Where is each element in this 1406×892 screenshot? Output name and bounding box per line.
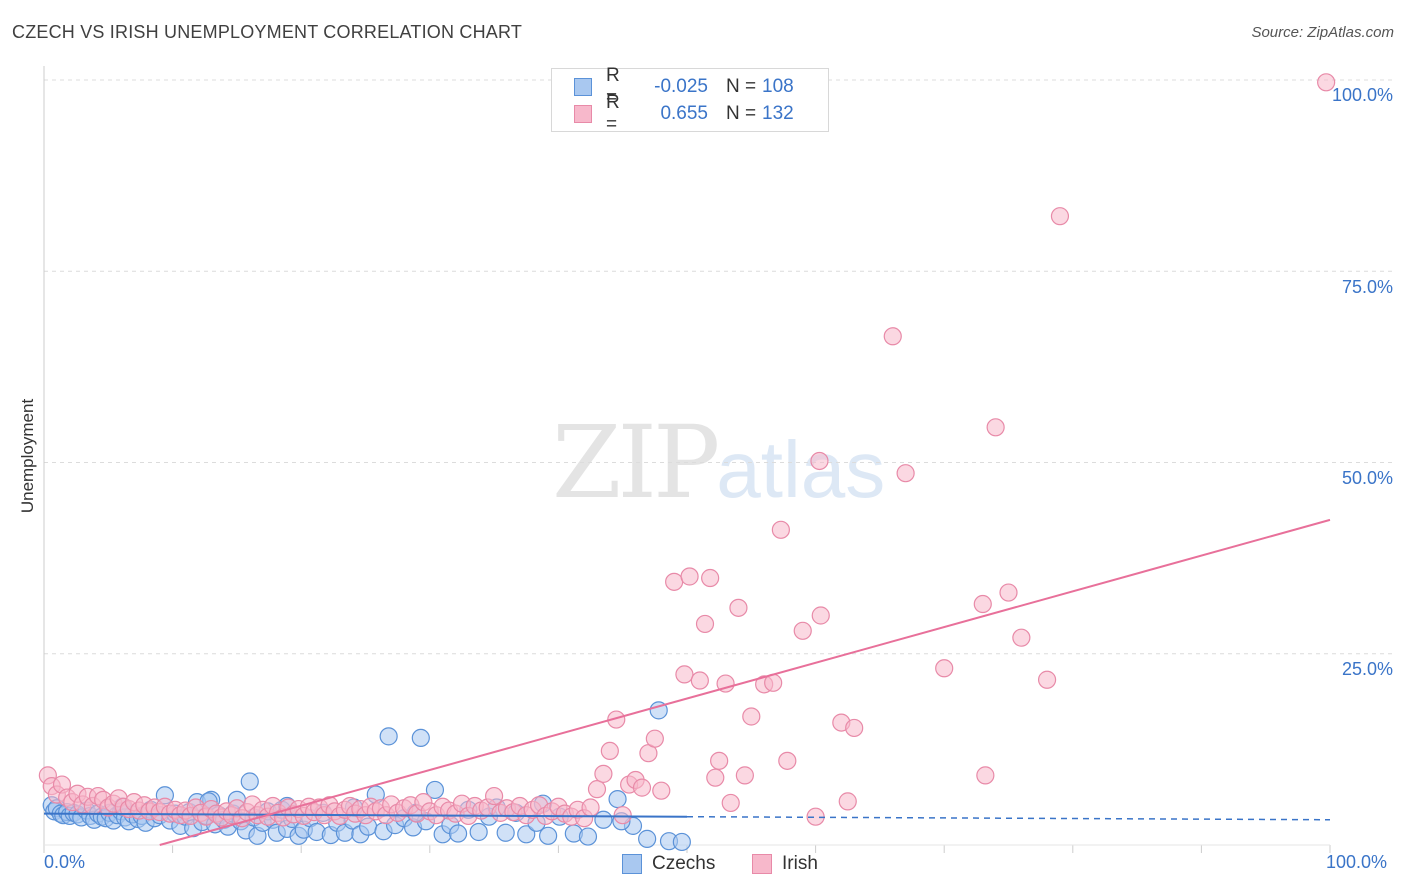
- irish-point: [976, 766, 995, 785]
- czechs-trend-extension: [686, 815, 1331, 821]
- legend-item-czechs[interactable]: Czechs: [622, 852, 715, 876]
- y-tick-label-75: 75.0%: [1341, 277, 1393, 297]
- r-label: R =: [606, 65, 620, 108]
- irish-points: [38, 73, 1336, 828]
- irish-point: [810, 451, 829, 471]
- x-tick-label-max: 100.0%: [1326, 852, 1388, 872]
- grid-lines: [43, 66, 1395, 853]
- irish-trend-line: [159, 518, 1331, 846]
- irish-point: [675, 665, 694, 684]
- irish-point: [600, 741, 619, 761]
- n-label: N =: [726, 103, 757, 124]
- irish-point: [771, 520, 790, 539]
- trend-lines: [43, 518, 1331, 846]
- czechs-point: [240, 772, 259, 791]
- czechs-trend-line: [43, 812, 688, 818]
- stats-row-irish: R = 0.655 N = 132: [574, 92, 794, 135]
- irish-point: [690, 671, 709, 690]
- irish-point: [999, 583, 1018, 602]
- y-tick-label-50: 50.0%: [1341, 468, 1393, 488]
- irish-point: [973, 594, 992, 614]
- irish-point: [706, 768, 725, 787]
- czechs-n-value: 108: [762, 76, 794, 97]
- irish-n-value: 132: [762, 103, 794, 124]
- irish-point: [883, 327, 902, 346]
- czechs-point: [594, 810, 613, 829]
- irish-point: [632, 778, 652, 797]
- irish-point: [778, 751, 797, 770]
- irish-point: [613, 806, 632, 825]
- irish-point: [587, 780, 607, 799]
- irish-point: [665, 572, 684, 591]
- irish-point: [1012, 628, 1031, 647]
- czechs-point: [411, 728, 430, 748]
- czechs-legend-label: Czechs: [652, 853, 716, 874]
- y-tick-label-100: 100.0%: [1331, 85, 1393, 105]
- irish-point: [581, 798, 600, 817]
- irish-point: [735, 766, 754, 785]
- x-tick-label-min: 0.0%: [44, 852, 86, 872]
- stats-row-czechs: R = -0.025 N = 108: [574, 65, 794, 108]
- y-tick-label-25: 25.0%: [1341, 659, 1393, 679]
- legend-item-irish[interactable]: Irish: [752, 852, 818, 876]
- irish-legend-swatch: [752, 854, 772, 874]
- irish-point: [1050, 207, 1070, 226]
- irish-point: [652, 781, 671, 800]
- czechs-point: [672, 832, 691, 852]
- irish-r-value: 0.655: [660, 103, 708, 124]
- irish-point: [701, 568, 720, 588]
- r-label: R =: [606, 92, 620, 135]
- irish-point: [986, 418, 1005, 437]
- chart-title: CZECH VS IRISH UNEMPLOYMENT CORRELATION …: [12, 22, 523, 42]
- irish-point: [716, 674, 735, 693]
- irish-point: [838, 792, 857, 811]
- watermark-atlas: atlas: [716, 425, 886, 514]
- irish-point: [485, 786, 504, 806]
- irish-point: [845, 718, 864, 738]
- czechs-point: [517, 825, 536, 844]
- irish-point: [729, 598, 748, 617]
- irish-point: [680, 567, 699, 586]
- irish-point: [935, 659, 954, 678]
- czechs-r-value: -0.025: [654, 76, 708, 97]
- czechs-point: [496, 823, 515, 842]
- czechs-legend-swatch: [622, 854, 642, 874]
- irish-point: [896, 464, 915, 483]
- n-label: N =: [726, 76, 757, 97]
- czechs-swatch: [574, 78, 592, 96]
- irish-point: [742, 707, 761, 726]
- irish-legend-label: Irish: [782, 853, 818, 874]
- irish-point: [1037, 670, 1057, 689]
- irish-point: [594, 764, 613, 783]
- czechs-point: [608, 789, 627, 809]
- irish-point: [721, 793, 740, 813]
- y-axis-label: Unemployment: [18, 398, 37, 514]
- irish-point: [1317, 73, 1336, 92]
- czechs-point: [539, 826, 558, 845]
- source-label: Source: ZipAtlas.com: [1251, 24, 1394, 41]
- czechs-point: [379, 727, 398, 746]
- irish-point: [645, 729, 664, 748]
- irish-swatch: [574, 105, 592, 123]
- correlation-stats-box: R = -0.025 N = 108 R = 0.655 N = 132: [551, 65, 829, 135]
- irish-point: [710, 751, 729, 770]
- czechs-point: [638, 829, 657, 848]
- irish-point: [811, 606, 830, 625]
- czechs-point: [578, 827, 598, 846]
- czechs-point: [425, 780, 445, 800]
- czechs-point: [448, 824, 468, 843]
- czechs-point: [469, 822, 488, 842]
- irish-point: [793, 621, 812, 640]
- irish-point: [695, 614, 715, 634]
